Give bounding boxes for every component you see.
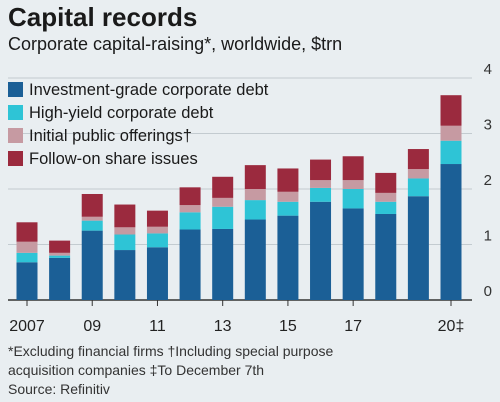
bar-2012-series-0 xyxy=(179,229,201,300)
bar-2011-series-0 xyxy=(146,247,168,300)
footnote-line-2: acquisition companies ‡To December 7th xyxy=(8,362,265,378)
bar-2016-series-2 xyxy=(310,180,332,188)
bar-2012-series-2 xyxy=(179,205,201,213)
bar-2020-series-3 xyxy=(440,95,462,126)
footnote-line-1: *Excluding financial firms †Including sp… xyxy=(8,343,334,359)
bar-2007-series-3 xyxy=(16,222,38,242)
bar-2017-series-2 xyxy=(342,180,364,189)
x-tick-label-2017: 17 xyxy=(344,318,362,335)
bar-2010-series-0 xyxy=(114,250,136,300)
legend-swatch-1 xyxy=(8,105,23,120)
bar-2011-series-1 xyxy=(146,233,168,248)
legend-label-3: Follow-on share issues xyxy=(29,150,198,168)
x-tick-label-2007: 2007 xyxy=(9,318,45,335)
bar-2018-series-0 xyxy=(375,213,397,300)
bar-2011-series-3 xyxy=(146,210,168,227)
bar-2009-series-2 xyxy=(81,216,103,221)
bar-2011-series-2 xyxy=(146,226,168,234)
bar-2008-series-3 xyxy=(49,240,71,253)
x-axis-ticks: 2007 09 11 13 15 17 20‡ xyxy=(9,300,464,335)
legend-swatch-3 xyxy=(8,151,23,166)
legend-swatch-2 xyxy=(8,128,23,143)
x-tick-label-2013: 13 xyxy=(214,318,232,335)
bar-2008-series-1 xyxy=(49,255,71,258)
bar-2015-series-1 xyxy=(277,201,299,216)
bar-2018-series-3 xyxy=(375,172,397,193)
bar-2014-series-3 xyxy=(244,165,266,189)
bar-2018-series-2 xyxy=(375,192,397,202)
bar-2016-series-3 xyxy=(310,159,332,181)
bar-2019-series-0 xyxy=(407,196,429,300)
x-tick-label-2015: 15 xyxy=(279,318,297,335)
bar-2008-series-0 xyxy=(49,257,71,300)
bar-2017-series-3 xyxy=(342,156,364,181)
legend-swatch-0 xyxy=(8,82,23,97)
y-tick-label-4: 4 xyxy=(484,61,492,78)
legend-label-1: High-yield corporate debt xyxy=(29,104,214,122)
bar-2009-series-3 xyxy=(81,193,103,217)
bar-2007-series-2 xyxy=(16,241,38,253)
y-tick-label-3: 3 xyxy=(484,117,492,134)
bar-2019-series-1 xyxy=(407,178,429,197)
bar-2009-series-0 xyxy=(81,230,103,300)
bar-2013-series-3 xyxy=(212,176,234,198)
bar-2014-series-1 xyxy=(244,200,266,220)
bar-2015-series-3 xyxy=(277,168,299,192)
bar-2020-series-0 xyxy=(440,164,462,300)
bar-2017-series-0 xyxy=(342,208,364,300)
bar-2016-series-1 xyxy=(310,187,332,202)
legend: Investment-grade corporate debt High-yiel… xyxy=(8,81,269,168)
x-tick-label-2011: 11 xyxy=(149,318,166,335)
bar-2010-series-2 xyxy=(114,227,136,235)
bar-2017-series-1 xyxy=(342,189,364,209)
bar-2013-series-0 xyxy=(212,228,234,300)
x-tick-label-2020: 20‡ xyxy=(438,318,465,335)
bar-2016-series-0 xyxy=(310,201,332,300)
bar-2018-series-1 xyxy=(375,201,397,214)
source-note: Source: Refinitiv xyxy=(8,381,110,397)
bar-2019-series-3 xyxy=(407,149,429,170)
bar-2020-series-1 xyxy=(440,140,462,165)
bar-2019-series-2 xyxy=(407,169,429,179)
bar-2014-series-0 xyxy=(244,219,266,300)
bar-2007-series-1 xyxy=(16,252,38,263)
bar-2012-series-3 xyxy=(179,187,201,206)
bar-2010-series-3 xyxy=(114,204,136,228)
bar-2010-series-1 xyxy=(114,234,136,251)
y-tick-label-1: 1 xyxy=(484,228,492,245)
bar-2014-series-2 xyxy=(244,189,266,201)
bar-2020-series-2 xyxy=(440,125,462,141)
bar-2009-series-1 xyxy=(81,220,103,231)
bar-2008-series-2 xyxy=(49,252,71,256)
y-tick-label-0: 0 xyxy=(484,283,492,300)
legend-label-2: Initial public offerings† xyxy=(29,127,192,145)
y-axis-ticks: 0 1 2 3 4 xyxy=(484,61,492,300)
x-tick-label-2009: 09 xyxy=(83,318,101,335)
bar-2015-series-0 xyxy=(277,215,299,300)
legend-label-0: Investment-grade corporate debt xyxy=(29,81,269,99)
bar-2012-series-1 xyxy=(179,212,201,230)
bar-layer xyxy=(16,95,462,300)
chart-subtitle: Corporate capital-raising*, worldwide, $… xyxy=(8,34,343,54)
bar-2013-series-2 xyxy=(212,197,234,207)
bar-2015-series-2 xyxy=(277,191,299,202)
y-tick-label-2: 2 xyxy=(484,172,492,189)
bar-2007-series-0 xyxy=(16,262,38,300)
bar-2013-series-1 xyxy=(212,206,234,229)
chart-title: Capital records xyxy=(8,2,198,32)
